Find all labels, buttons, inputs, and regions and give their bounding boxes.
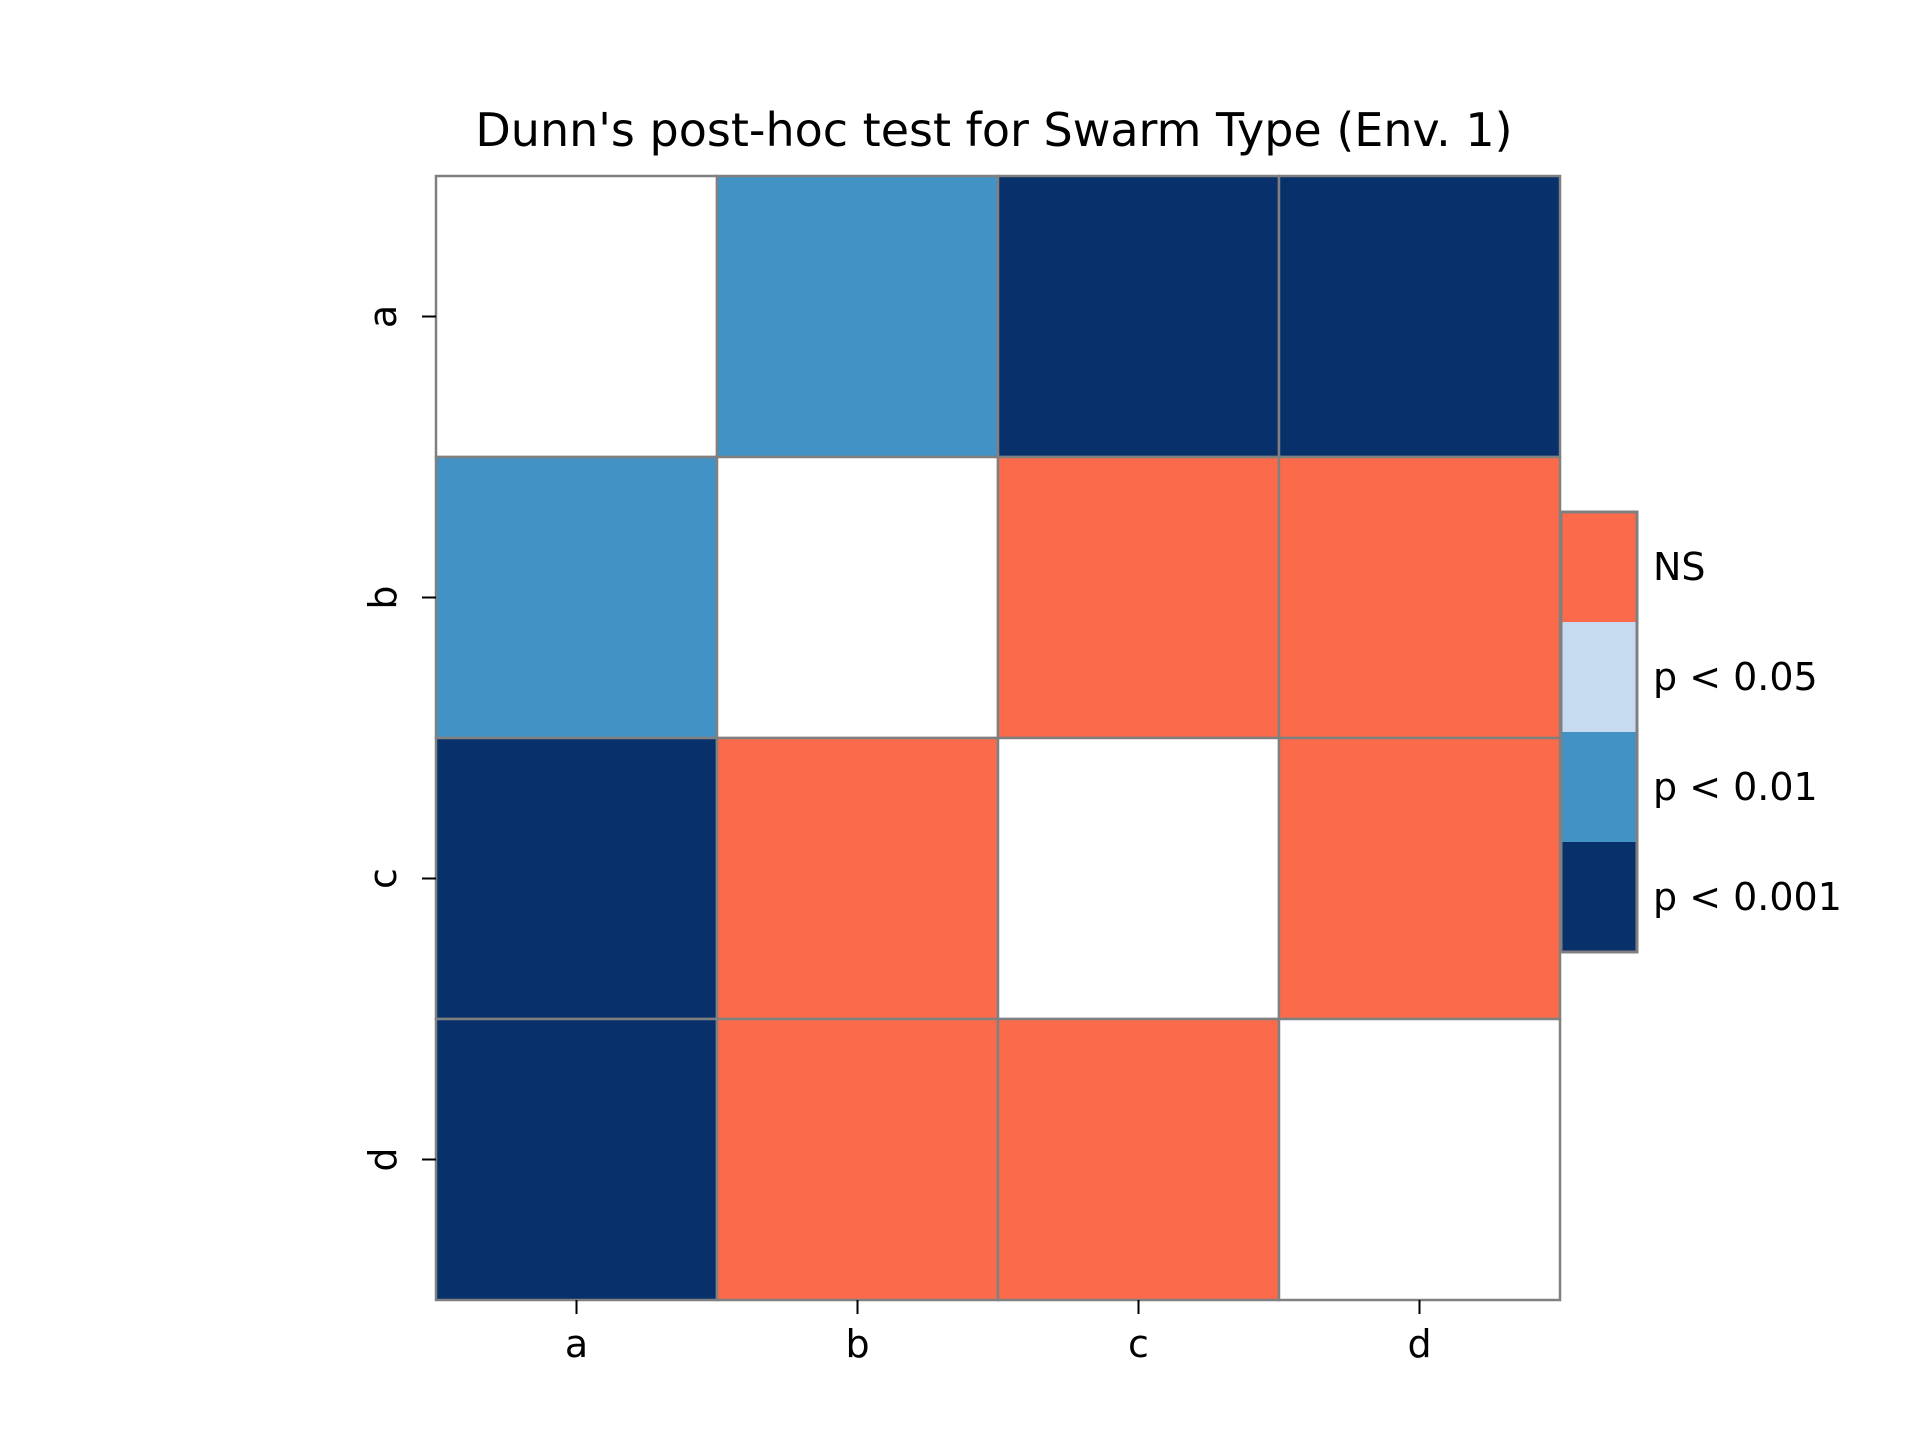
- legend-swatch: [1561, 732, 1637, 842]
- legend-label: p < 0.01: [1653, 765, 1818, 809]
- heatmap-cell-d-b: [715, 1017, 1000, 1302]
- heatmap-cell-b-c: [996, 455, 1281, 740]
- heatmap-cell-d-a: [434, 1017, 719, 1302]
- y-tick-label: c: [361, 868, 405, 889]
- legend-swatch: [1561, 622, 1637, 732]
- y-tick-label: d: [361, 1147, 405, 1171]
- heatmap-cell-c-c: [996, 736, 1281, 1021]
- y-axis: a b c d: [361, 305, 436, 1172]
- x-tick-label: d: [1407, 1322, 1431, 1366]
- legend-swatch: [1561, 512, 1637, 622]
- chart-title: Dunn's post-hoc test for Swarm Type (Env…: [475, 103, 1512, 157]
- heatmap-cell-d-d: [1277, 1017, 1562, 1302]
- legend-frame: [1559, 510, 1639, 954]
- legend-label: NS: [1653, 545, 1706, 589]
- heatmap-cell-a-b: [715, 174, 1000, 459]
- heatmap-cell-b-b: [715, 455, 1000, 740]
- legend-swatch: [1561, 842, 1637, 952]
- heatmap-cell-a-d: [1277, 174, 1562, 459]
- legend-label: p < 0.001: [1653, 875, 1842, 919]
- y-tick-label: a: [361, 305, 405, 328]
- x-axis: a b c d: [565, 1300, 1432, 1366]
- heatmap-cell-d-c: [996, 1017, 1281, 1302]
- y-tick-label: b: [361, 585, 405, 609]
- heatmap-cell-c-b: [715, 736, 1000, 1021]
- legend-label: p < 0.05: [1653, 655, 1818, 699]
- heatmap-cell-c-a: [434, 736, 719, 1021]
- x-tick-label: a: [565, 1322, 588, 1366]
- heatmap-cell-b-a: [434, 455, 719, 740]
- x-tick-label: b: [845, 1322, 869, 1366]
- x-tick-label: c: [1128, 1322, 1149, 1366]
- heatmap-cell-b-d: [1277, 455, 1562, 740]
- heatmap-cell-a-c: [996, 174, 1281, 459]
- heatmap-cell-a-a: [434, 174, 719, 459]
- heatmap-cells: [434, 174, 1562, 1302]
- legend: NS p < 0.05 p < 0.01 p < 0.001: [1559, 510, 1842, 954]
- heatmap-cell-c-d: [1277, 736, 1562, 1021]
